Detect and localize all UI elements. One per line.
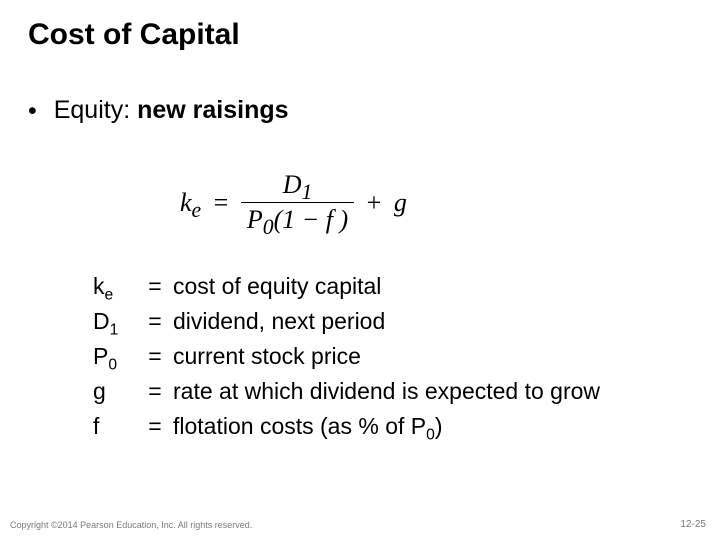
def-desc: cost of equity capital: [172, 270, 601, 303]
slide-title: Cost of Capital: [28, 18, 240, 52]
def-eq: =: [140, 270, 170, 303]
bullet-emph: new raisings: [137, 96, 288, 124]
footer-page-number: 12-25: [680, 519, 706, 530]
num-base: D: [283, 170, 302, 199]
formula-lhs: ke: [180, 188, 201, 218]
den-p-base: P: [247, 205, 263, 234]
formula-tail: g: [394, 188, 407, 218]
bullet-text: Equity: new raisings: [54, 96, 289, 124]
def-row: g = rate at which dividend is expected t…: [92, 375, 601, 408]
def-row: f = flotation costs (as % of P0): [92, 410, 601, 443]
sym-base: k: [93, 273, 105, 299]
bullet-lead: Equity:: [54, 96, 137, 124]
def-eq: =: [140, 340, 170, 373]
formula-lhs-base: k: [180, 188, 192, 217]
num-sub: 1: [301, 180, 312, 204]
desc-pre: flotation costs (as % of P: [173, 413, 426, 439]
def-desc: dividend, next period: [172, 305, 601, 338]
bullet-line: • Equity: new raisings: [28, 96, 289, 125]
sym-base: P: [93, 343, 108, 369]
plus-sign: +: [367, 188, 382, 218]
slide: Cost of Capital • Equity: new raisings k…: [0, 0, 720, 540]
sym-sub: 1: [110, 322, 119, 339]
bullet-icon: •: [28, 99, 37, 124]
def-eq: =: [140, 375, 170, 408]
formula-denominator: P0(1 − f ): [241, 202, 354, 235]
desc-post: ): [435, 413, 443, 439]
footer-copyright: Copyright ©2014 Pearson Education, Inc. …: [10, 520, 252, 530]
def-symbol: D1: [92, 305, 138, 338]
formula-fraction: D1 P0(1 − f ): [241, 170, 354, 235]
def-symbol: f: [92, 410, 138, 443]
equals-sign: =: [214, 188, 229, 218]
definitions: ke = cost of equity capital D1 = dividen…: [90, 268, 603, 445]
formula-numerator: D1: [241, 170, 354, 202]
sym-base: g: [93, 378, 106, 404]
def-symbol: ke: [92, 270, 138, 303]
def-row: D1 = dividend, next period: [92, 305, 601, 338]
def-desc: current stock price: [172, 340, 601, 373]
formula: ke = D1 P0(1 − f ) + g: [180, 170, 407, 235]
sym-base: f: [93, 413, 99, 439]
def-eq: =: [140, 305, 170, 338]
def-symbol: g: [92, 375, 138, 408]
formula-lhs-sub: e: [192, 198, 202, 222]
def-symbol: P0: [92, 340, 138, 373]
def-desc: rate at which dividend is expected to gr…: [172, 375, 601, 408]
def-desc: flotation costs (as % of P0): [172, 410, 601, 443]
den-p-sub: 0: [263, 215, 274, 239]
sym-sub: e: [105, 287, 114, 304]
desc-sub: 0: [426, 427, 435, 444]
sym-sub: 0: [108, 357, 117, 374]
def-row: ke = cost of equity capital: [92, 270, 601, 303]
def-row: P0 = current stock price: [92, 340, 601, 373]
den-rest: (1 − f ): [274, 205, 349, 234]
sym-base: D: [93, 308, 110, 334]
def-eq: =: [140, 410, 170, 443]
